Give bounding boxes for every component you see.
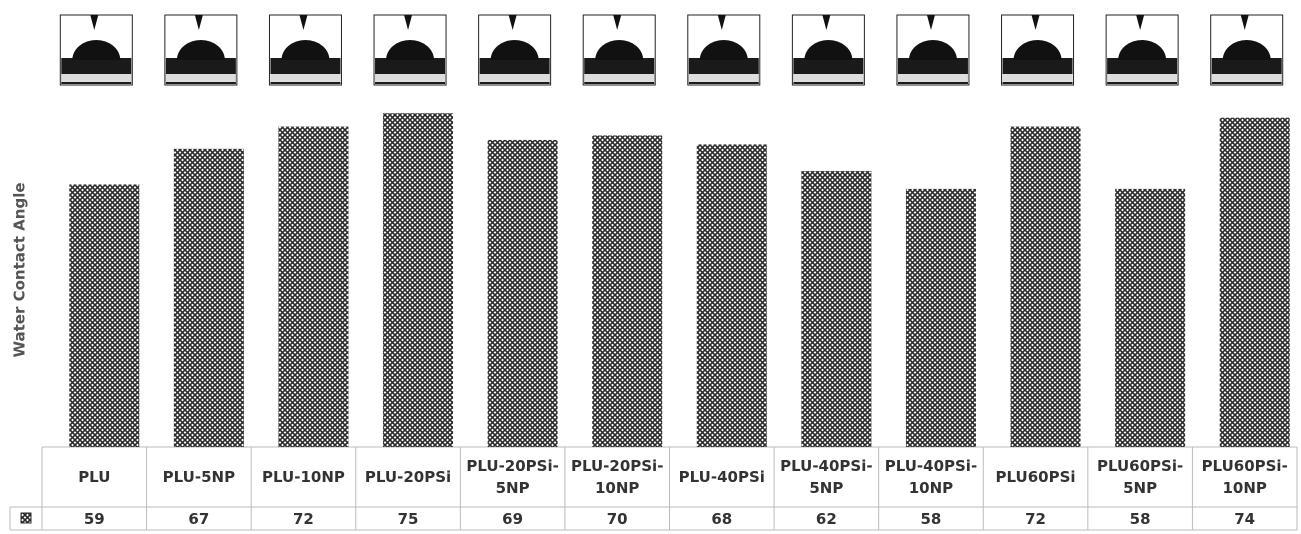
bar bbox=[278, 127, 348, 447]
data-label: 74 bbox=[1192, 507, 1297, 530]
data-label: 69 bbox=[460, 507, 565, 530]
data-label: 68 bbox=[670, 507, 775, 530]
x-tick-label: PLU-5NP bbox=[151, 449, 248, 505]
bar bbox=[488, 140, 558, 447]
data-label: 72 bbox=[983, 507, 1088, 530]
droplet-photo-substrate bbox=[480, 74, 550, 82]
droplet-photo-substrate bbox=[1107, 74, 1177, 82]
droplet-photo-substrate bbox=[793, 74, 863, 82]
droplet-photo-substrate bbox=[1212, 74, 1282, 82]
data-label: 62 bbox=[774, 507, 879, 530]
x-tick-label: PLU60PSi-10NP bbox=[1196, 449, 1293, 505]
droplet-photo-substrate bbox=[270, 74, 340, 82]
data-label: 70 bbox=[565, 507, 670, 530]
bar bbox=[1220, 118, 1290, 447]
data-label: 58 bbox=[1088, 507, 1193, 530]
bar bbox=[906, 189, 976, 447]
droplet-photo-substrate bbox=[584, 74, 654, 82]
bar bbox=[1011, 127, 1081, 447]
bar bbox=[697, 144, 767, 447]
x-tick-label: PLU-40PSi-5NP bbox=[778, 449, 875, 505]
y-axis-title: Water Contact Angle bbox=[11, 182, 29, 357]
data-label: 75 bbox=[356, 507, 461, 530]
page: Water Contact Angle PLU59PLU-5NP67PLU-10… bbox=[0, 0, 1301, 534]
x-tick-label: PLU bbox=[46, 449, 143, 505]
bar bbox=[801, 171, 871, 447]
x-tick-label: PLU-40PSi-10NP bbox=[883, 449, 980, 505]
droplet-photo-substrate bbox=[898, 74, 968, 82]
x-tick-label: PLU-20PSi-10NP bbox=[569, 449, 666, 505]
x-tick-label: PLU-10NP bbox=[255, 449, 352, 505]
bar bbox=[592, 136, 662, 448]
x-tick-label: PLU-20PSi bbox=[360, 449, 457, 505]
bar bbox=[69, 184, 139, 447]
data-label: 59 bbox=[42, 507, 147, 530]
droplet-photo-substrate bbox=[61, 74, 131, 82]
bar bbox=[1115, 189, 1185, 447]
data-label: 58 bbox=[879, 507, 984, 530]
bar bbox=[174, 149, 244, 447]
data-label: 72 bbox=[251, 507, 356, 530]
x-tick-label: PLU-20PSi-5NP bbox=[464, 449, 561, 505]
droplet-photo-substrate bbox=[1003, 74, 1073, 82]
legend-key bbox=[21, 513, 31, 523]
x-tick-label: PLU60PSi-5NP bbox=[1092, 449, 1189, 505]
droplet-photo-substrate bbox=[689, 74, 759, 82]
x-tick-label: PLU-40PSi bbox=[674, 449, 771, 505]
droplet-photo-substrate bbox=[375, 74, 445, 82]
x-tick-label: PLU60PSi bbox=[987, 449, 1084, 505]
droplet-photo-substrate bbox=[166, 74, 236, 82]
bar bbox=[383, 113, 453, 447]
data-label: 67 bbox=[147, 507, 252, 530]
